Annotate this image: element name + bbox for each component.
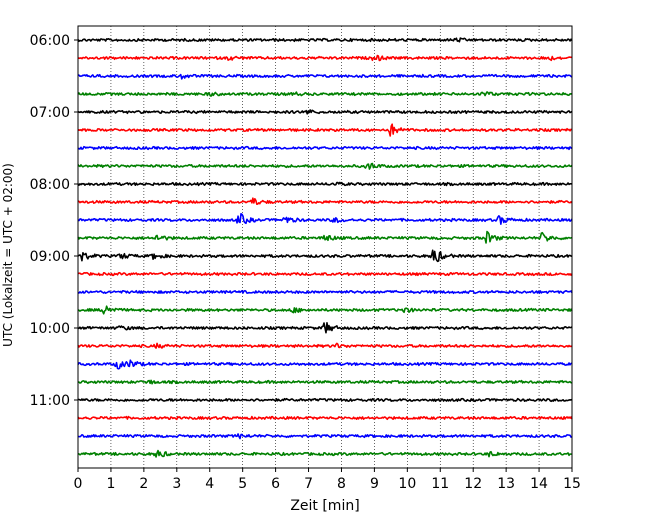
x-tick-label: 8 bbox=[337, 476, 346, 492]
trace-0615 bbox=[77, 54, 573, 62]
y-axis-title: UTC (Lokalzeit = UTC + 02:00) bbox=[1, 163, 15, 347]
trace-1015 bbox=[77, 342, 573, 349]
x-tick-label: 0 bbox=[74, 476, 83, 492]
y-tick-label: 08:00 bbox=[30, 177, 70, 193]
trace-0800 bbox=[77, 181, 573, 187]
x-tick-label: 1 bbox=[106, 476, 115, 492]
y-axis-ticks: 06:00 07:00 08:00 09:00 10:00 11:00 bbox=[30, 33, 78, 409]
plot-frame bbox=[77, 25, 573, 469]
x-tick-label: 7 bbox=[304, 476, 313, 492]
trace-0730 bbox=[77, 145, 573, 151]
x-tick-label: 2 bbox=[139, 476, 148, 492]
x-axis-title: Zeit [min] bbox=[290, 498, 359, 514]
trace-1100 bbox=[77, 397, 573, 403]
trace-1045 bbox=[77, 379, 573, 385]
x-tick-label: 15 bbox=[563, 476, 581, 492]
x-tick-label: 6 bbox=[271, 476, 280, 492]
trace-1000 bbox=[77, 321, 573, 334]
trace-0945 bbox=[77, 305, 573, 315]
trace-0715 bbox=[77, 123, 573, 137]
y-tick-label: 06:00 bbox=[30, 33, 70, 49]
y-tick-label: 11:00 bbox=[30, 393, 70, 409]
trace-0900 bbox=[77, 249, 573, 263]
x-tick-label: 3 bbox=[172, 476, 181, 492]
trace-group bbox=[77, 37, 573, 458]
y-tick-label: 10:00 bbox=[30, 321, 70, 337]
x-tick-label: 11 bbox=[431, 476, 449, 492]
trace-0815 bbox=[77, 197, 573, 206]
x-axis-ticks: 0 1 2 3 4 5 6 7 8 9 10 11 12 13 14 15 bbox=[74, 468, 581, 492]
x-tick-label: 12 bbox=[464, 476, 482, 492]
x-tick-label: 14 bbox=[530, 476, 548, 492]
trace-0830 bbox=[77, 212, 573, 225]
trace-0600 bbox=[77, 37, 573, 43]
trace-0630 bbox=[77, 73, 573, 80]
trace-0845 bbox=[77, 230, 573, 244]
trace-0700 bbox=[77, 109, 573, 115]
x-tick-label: 9 bbox=[370, 476, 379, 492]
trace-0915 bbox=[77, 271, 573, 277]
x-tick-label: 5 bbox=[238, 476, 247, 492]
y-tick-label: 07:00 bbox=[30, 105, 70, 121]
trace-1030 bbox=[77, 359, 573, 370]
trace-0930 bbox=[77, 289, 573, 295]
trace-1145 bbox=[77, 449, 573, 458]
x-tick-label: 13 bbox=[497, 476, 515, 492]
trace-0745 bbox=[77, 162, 573, 170]
x-tick-label: 4 bbox=[205, 476, 214, 492]
x-tick-label: 10 bbox=[398, 476, 416, 492]
trace-1130 bbox=[77, 433, 573, 440]
trace-0645 bbox=[77, 91, 573, 97]
y-tick-label: 09:00 bbox=[30, 249, 70, 265]
trace-1115 bbox=[77, 415, 573, 421]
